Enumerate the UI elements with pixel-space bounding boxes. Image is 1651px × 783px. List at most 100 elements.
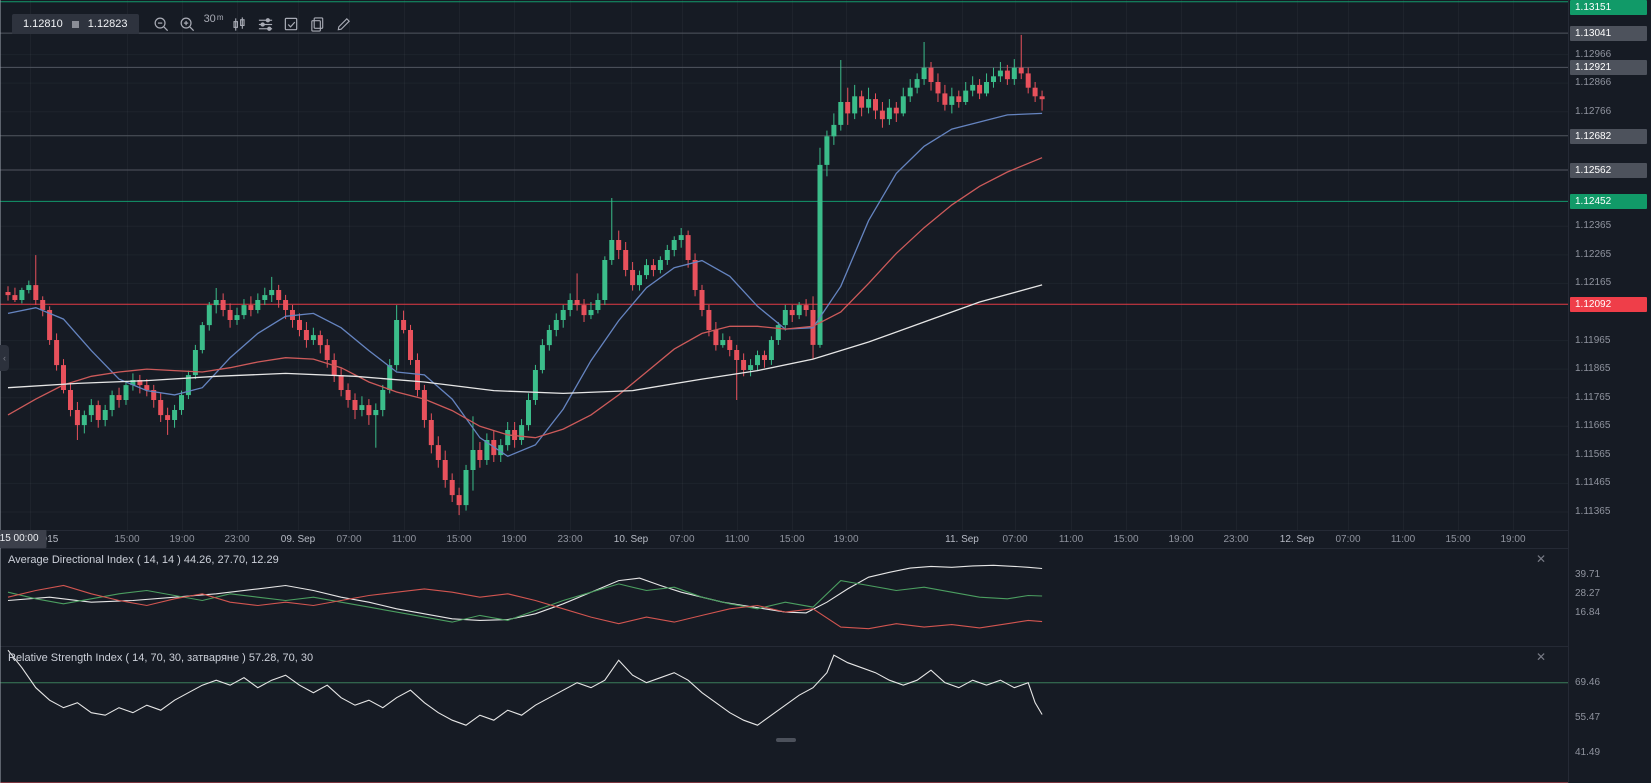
time-tick-label: 10. Sep — [613, 534, 649, 545]
price-level-label[interactable]: 1.12562 — [1570, 163, 1647, 178]
candle — [879, 102, 885, 128]
candle — [581, 299, 587, 322]
time-tick-label: 19:00 — [1168, 534, 1194, 545]
price-level-label[interactable]: 1.13151 — [1570, 0, 1647, 15]
candle — [671, 236, 677, 257]
sliders-icon — [258, 17, 273, 31]
bid-price: 1.12810 — [23, 18, 63, 30]
rsi-indicator-pane[interactable]: Relative Strength Index ( 14, 70, 30, за… — [0, 646, 1568, 783]
candle — [630, 262, 636, 291]
candles-layer — [5, 34, 1045, 516]
candle — [644, 259, 649, 280]
quote-display: 1.12810 1.12823 — [12, 14, 139, 34]
candle — [755, 350, 760, 371]
candle — [151, 384, 157, 408]
candle — [873, 93, 878, 120]
candle — [310, 327, 316, 345]
snapshot-button[interactable] — [281, 13, 303, 35]
sidebar-collapse-handle[interactable]: ‹ — [0, 345, 9, 371]
time-tick-label: 15:00 — [779, 534, 805, 545]
candle — [782, 304, 788, 331]
candle — [1018, 34, 1024, 80]
price-tick-label: 1.12265 — [1575, 249, 1612, 260]
time-tick-label: 19:00 — [833, 534, 859, 545]
candle — [734, 344, 740, 400]
candle — [1011, 59, 1017, 85]
pane-resize-handle[interactable] — [776, 738, 796, 742]
price-level-label[interactable]: 1.12682 — [1570, 129, 1647, 144]
price-level-label[interactable]: 1.12921 — [1570, 60, 1647, 75]
chart-style-button[interactable] — [229, 13, 251, 35]
spread-box-icon — [71, 20, 79, 28]
crosshair-vertical-line — [0, 0, 1, 783]
adx-close-button[interactable]: ✕ — [1535, 552, 1546, 566]
candle — [609, 198, 615, 265]
candle — [595, 293, 601, 314]
price-level-label[interactable]: 1.13041 — [1570, 26, 1647, 41]
price-tick-label: 1.11565 — [1575, 449, 1611, 460]
candle — [12, 287, 18, 302]
candle — [928, 62, 934, 91]
candle — [317, 330, 323, 354]
zoom-in-button[interactable] — [177, 13, 199, 35]
draw-button[interactable] — [333, 13, 355, 35]
candle — [435, 436, 441, 468]
candle — [699, 284, 705, 317]
candle — [775, 322, 781, 345]
indicator-axis-value: 69.46 — [1575, 677, 1601, 688]
copy-button[interactable] — [307, 13, 329, 35]
time-tick-label: 12. Sep — [1279, 534, 1315, 545]
candle — [956, 90, 962, 108]
candle — [650, 259, 656, 277]
candle — [373, 403, 379, 448]
time-tick-label: 19:00 — [501, 534, 527, 545]
candle — [248, 296, 254, 317]
crosshair-time-label: 11.09.2015 00:00 — [0, 530, 47, 548]
candle — [428, 413, 434, 454]
indicator-axis-value: 39.71 — [1575, 569, 1601, 580]
candle — [893, 102, 899, 122]
indicators-button[interactable] — [255, 13, 277, 35]
zoom-out-button[interactable] — [151, 13, 173, 35]
adx-indicator-pane[interactable]: Average Directional Index ( 14, 14 ) 44.… — [0, 548, 1568, 645]
rsi-close-button[interactable]: ✕ — [1535, 650, 1546, 664]
candle — [449, 473, 455, 502]
indicator-axis-value: 41.49 — [1575, 747, 1601, 758]
candle — [553, 313, 559, 337]
candle — [824, 130, 830, 177]
time-tick-label: 15:00 — [446, 534, 472, 545]
price-axis[interactable]: 1.12966 1.12866 1.12766 1.12365 1.12265 1.121… — [1568, 0, 1651, 783]
candle — [81, 410, 87, 434]
time-tick-label: 09. Sep — [280, 534, 316, 545]
candle — [526, 393, 531, 431]
candle — [997, 62, 1003, 82]
price-level-label[interactable]: 1.12452 — [1570, 194, 1647, 209]
candle — [588, 302, 594, 320]
candle — [657, 256, 663, 274]
price-tick-label: 1.12365 — [1575, 220, 1612, 231]
indicator-axis-value: 16.84 — [1575, 607, 1601, 618]
candle — [1032, 82, 1038, 102]
candle — [789, 304, 795, 322]
time-tick-label: 07:00 — [1335, 534, 1361, 545]
price-tick-label: 1.12866 — [1575, 77, 1612, 88]
candlestick-chart[interactable] — [0, 0, 1568, 530]
price-level-label[interactable]: 1.12092 — [1570, 297, 1647, 312]
timeframe-value: 30 — [203, 13, 216, 25]
candle — [532, 364, 538, 405]
ask-price: 1.12823 — [87, 18, 128, 30]
timeframe-button[interactable]: 30 m — [203, 13, 225, 35]
candle — [914, 73, 920, 94]
price-pane[interactable]: 1.12810 1.12823 30 m — [0, 0, 1568, 530]
candle — [574, 273, 580, 311]
candle — [144, 379, 150, 397]
timeframe-unit: m — [216, 13, 224, 22]
candle — [172, 404, 178, 428]
rsi-chart — [0, 649, 1568, 783]
candle — [26, 280, 32, 294]
time-tick-label: 23:00 — [557, 534, 583, 545]
candle — [713, 322, 719, 351]
candle — [560, 304, 566, 328]
candle — [234, 307, 240, 325]
